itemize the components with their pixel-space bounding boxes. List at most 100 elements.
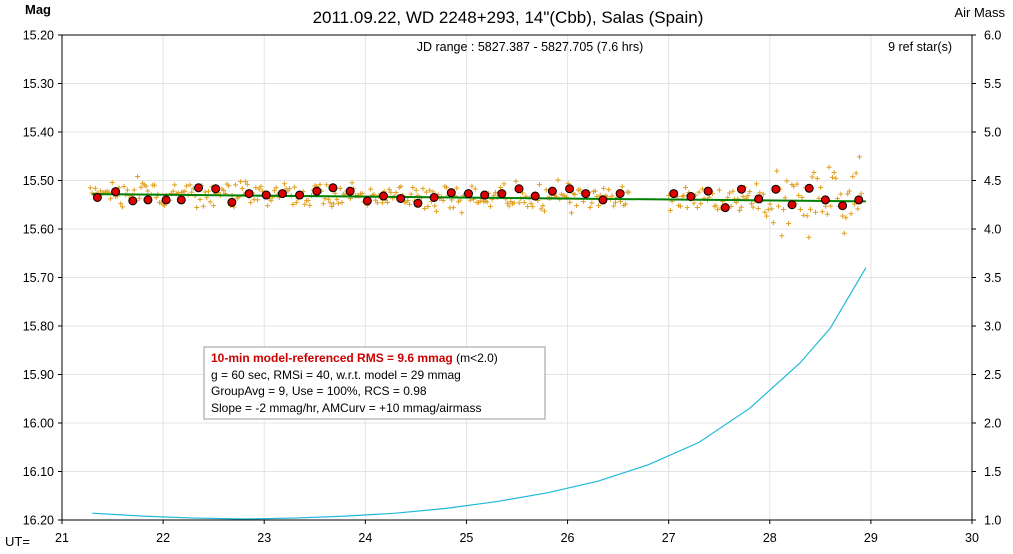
jd-range-label: JD range : 5827.387 - 5827.705 (7.6 hrs) — [417, 40, 644, 54]
individual-measurement — [265, 203, 271, 209]
x-tick-label: 26 — [561, 531, 575, 545]
individual-measurement — [330, 201, 336, 207]
individual-measurement — [769, 206, 775, 212]
individual-measurement — [845, 191, 851, 197]
individual-measurement — [525, 204, 531, 210]
individual-measurement — [170, 188, 176, 194]
x-tick-label: 28 — [763, 531, 777, 545]
individual-measurement — [143, 183, 149, 189]
bottom-axis-ticks: 21 22 23 24 25 26 27 28 29 30 — [55, 520, 979, 545]
individual-measurement — [528, 200, 534, 206]
group-average-point — [514, 184, 524, 194]
individual-measurement — [755, 206, 761, 212]
y2-axis-label: Air Mass — [954, 5, 1005, 20]
individual-measurement — [87, 185, 93, 191]
individual-measurement — [211, 203, 217, 209]
individual-measurement — [172, 182, 178, 188]
group-average-point — [820, 195, 830, 205]
y-tick-label: 15.60 — [23, 223, 54, 237]
y-tick-label: 16.00 — [23, 417, 54, 431]
y2-tick-label: 3.0 — [984, 320, 1001, 334]
individual-measurement — [92, 185, 98, 191]
group-average-point — [754, 194, 764, 204]
individual-measurement — [207, 199, 213, 205]
individual-measurement — [536, 182, 542, 188]
individual-measurement — [841, 230, 847, 236]
individual-measurement — [764, 213, 770, 219]
individual-measurement — [580, 199, 586, 205]
individual-measurement — [796, 192, 802, 198]
individual-measurement — [307, 202, 313, 208]
individual-measurement — [413, 187, 419, 193]
individual-measurement — [290, 202, 296, 208]
individual-measurement — [386, 186, 392, 192]
individual-measurement — [794, 181, 800, 187]
info-box: 10-min model-referenced RMS = 9.6 mmag (… — [203, 346, 546, 420]
group-average-point — [669, 189, 679, 199]
individual-measurement — [136, 195, 142, 201]
individual-measurement — [824, 211, 830, 217]
individual-measurement — [786, 221, 792, 227]
individual-measurement — [831, 169, 837, 175]
individual-measurement — [765, 206, 771, 212]
individual-measurement — [388, 189, 394, 195]
right-axis-ticks: 6.0 5.5 5.0 4.5 4.0 3.5 3.0 2.5 2.0 1.5 1.0 — [972, 29, 1001, 528]
individual-measurement — [406, 201, 412, 207]
individual-measurement — [667, 207, 673, 213]
individual-measurement — [184, 183, 190, 189]
group-average-points — [92, 183, 864, 213]
individual-measurement — [838, 191, 844, 197]
individual-measurement — [782, 195, 788, 201]
individual-measurement — [423, 189, 429, 195]
x-axis-label: UT= — [5, 534, 30, 549]
individual-measurement — [459, 210, 465, 216]
individual-measurement — [384, 200, 390, 206]
ref-stars-label: 9 ref star(s) — [888, 40, 952, 54]
individual-measurement — [543, 187, 549, 193]
individual-measurement — [806, 234, 812, 240]
individual-measurement — [826, 164, 832, 170]
individual-measurement — [555, 177, 561, 183]
individual-measurement — [775, 203, 781, 209]
y2-tick-label: 5.0 — [984, 126, 1001, 140]
group-average-point — [379, 191, 389, 201]
airmass-curve — [92, 267, 867, 520]
individual-measurement — [108, 196, 114, 202]
individual-measurement — [762, 209, 768, 215]
individual-measurement — [359, 190, 365, 196]
individual-measurement — [293, 200, 299, 206]
individual-measurement — [368, 186, 374, 192]
group-average-point — [396, 193, 406, 203]
group-average-point — [804, 183, 814, 193]
individual-measurement — [767, 201, 773, 207]
individual-measurement — [740, 194, 746, 200]
individual-measurement — [268, 198, 274, 204]
y2-tick-label: 5.5 — [984, 77, 1001, 91]
individual-measurement — [433, 208, 439, 214]
individual-measurement — [450, 205, 456, 211]
individual-measurement — [487, 203, 493, 209]
individual-measurement — [737, 208, 743, 214]
individual-measurement — [124, 187, 130, 193]
individual-measurement — [374, 200, 380, 206]
group-average-point — [261, 190, 271, 200]
individual-measurement — [611, 203, 617, 209]
individual-measurement — [542, 208, 548, 214]
group-average-point — [92, 192, 102, 202]
individual-measurement — [501, 181, 507, 187]
individual-measurement — [238, 179, 244, 185]
individual-measurement — [748, 201, 754, 207]
group-average-point — [838, 201, 848, 211]
individual-measurement — [574, 203, 580, 209]
y2-tick-label: 1.5 — [984, 465, 1001, 479]
individual-measurement — [334, 196, 340, 202]
individual-measurement — [493, 189, 499, 195]
individual-measurement — [813, 209, 819, 215]
individual-measurement — [530, 204, 536, 210]
individual-measurement — [677, 203, 683, 209]
group-average-point — [362, 196, 372, 206]
group-average-point — [720, 203, 730, 213]
individual-measurement — [623, 201, 629, 207]
group-average-point — [111, 187, 121, 197]
group-average-point — [295, 190, 305, 200]
